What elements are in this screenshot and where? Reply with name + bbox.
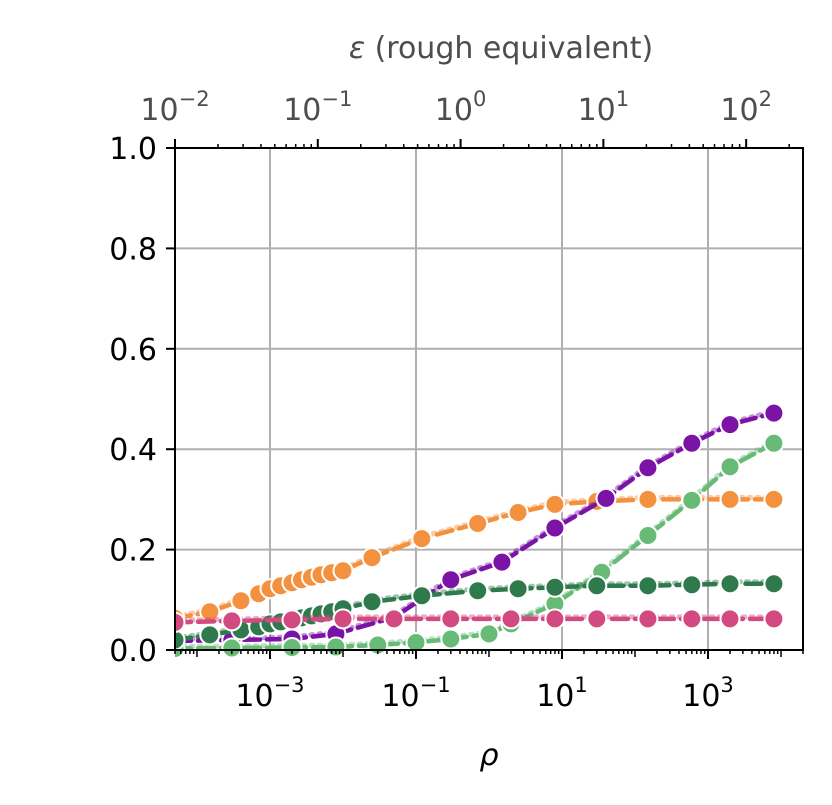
data-point <box>500 608 522 630</box>
top-x-tick-label-exponent: −1 <box>321 87 352 111</box>
top-x-axis-label-symbol: ε <box>349 31 365 66</box>
x-tick-label: 101 <box>536 673 588 714</box>
x-tick-label-exponent: 3 <box>720 673 733 697</box>
x-tick-label-exponent: −1 <box>420 673 451 697</box>
top-x-tick-label-exponent: 2 <box>759 87 772 111</box>
data-point <box>763 402 785 424</box>
top-x-tick-label-base: 10 <box>578 93 616 128</box>
x-tick-label: 103 <box>682 673 734 714</box>
top-x-tick-label-base: 10 <box>720 93 758 128</box>
x-tick-label: 10−3 <box>235 673 304 714</box>
top-x-tick-label-exponent: −2 <box>179 87 210 111</box>
data-point <box>763 608 785 630</box>
top-x-tick-label: 10−1 <box>283 87 352 128</box>
data-point <box>175 629 186 651</box>
top-x-tick-label: 10−2 <box>140 87 209 128</box>
data-point <box>763 488 785 510</box>
y-tick-label: 0.8 <box>109 232 157 267</box>
data-point <box>491 551 513 573</box>
x-tick-label: 10−1 <box>381 673 450 714</box>
top-x-tick-label: 101 <box>578 87 630 128</box>
data-point <box>467 513 489 534</box>
data-point <box>221 637 243 659</box>
data-point <box>763 432 785 454</box>
x-tick-label-exponent: 1 <box>574 673 587 697</box>
data-point <box>681 432 703 454</box>
y-tick-label: 0.2 <box>109 534 157 569</box>
x-tick-label-base: 10 <box>682 679 720 714</box>
top-x-tick-label-exponent: 0 <box>473 87 486 111</box>
data-point <box>544 493 566 515</box>
data-point <box>175 611 186 633</box>
data-point <box>681 608 703 630</box>
data-point <box>507 502 529 523</box>
data-point <box>440 628 462 650</box>
data-point <box>637 608 659 630</box>
data-point <box>544 608 566 630</box>
data-point <box>221 610 243 632</box>
top-x-tick-label-base: 10 <box>435 93 473 128</box>
data-point <box>440 608 462 630</box>
y-tick-label: 0.4 <box>109 433 157 468</box>
series-layer <box>175 402 785 659</box>
data-point <box>719 456 741 478</box>
data-point <box>332 608 354 630</box>
data-point <box>719 414 741 436</box>
x-tick-label-exponent: −3 <box>274 673 305 697</box>
data-point <box>281 609 303 631</box>
data-point <box>478 623 500 645</box>
data-point <box>544 517 566 539</box>
data-point <box>719 573 741 595</box>
data-point <box>332 560 354 582</box>
y-tick-label: 0.0 <box>109 634 157 669</box>
data-point <box>411 528 433 550</box>
data-point <box>544 576 566 598</box>
data-point <box>719 608 741 630</box>
y-tick-label: 0.6 <box>109 333 157 368</box>
top-x-tick-label: 100 <box>435 87 487 128</box>
data-point <box>411 585 433 607</box>
top-x-axis-label-text: (rough equivalent) <box>365 31 653 66</box>
data-point <box>681 489 703 511</box>
data-point <box>199 624 221 646</box>
data-point <box>637 488 659 510</box>
y-tick-label: 1.0 <box>109 132 157 167</box>
data-point <box>595 487 617 509</box>
data-point <box>681 574 703 596</box>
data-point <box>637 457 659 479</box>
top-x-tick-label-exponent: 1 <box>616 87 629 111</box>
data-point <box>361 547 383 569</box>
series-4 <box>175 608 785 633</box>
data-point <box>637 525 659 546</box>
data-point <box>719 488 741 510</box>
grid <box>175 147 803 651</box>
x-tick-label-base: 10 <box>235 679 273 714</box>
data-point <box>637 575 659 597</box>
top-x-tick-label-base: 10 <box>283 93 321 128</box>
data-point <box>586 608 608 630</box>
x-tick-label-base: 10 <box>536 679 574 714</box>
data-point <box>586 575 608 597</box>
data-point <box>383 608 405 630</box>
x-tick-label-base: 10 <box>381 679 419 714</box>
data-point <box>281 637 303 658</box>
data-point <box>230 590 252 612</box>
top-x-tick-label: 102 <box>720 87 772 128</box>
x-axis-label: ρ <box>479 738 498 773</box>
data-point <box>361 591 383 613</box>
data-point <box>440 569 462 591</box>
top-x-tick-label-base: 10 <box>140 93 178 128</box>
top-x-axis-label: ε (rough equivalent) <box>349 31 653 66</box>
data-point <box>763 573 785 595</box>
data-point <box>467 580 489 602</box>
data-point <box>507 578 529 600</box>
